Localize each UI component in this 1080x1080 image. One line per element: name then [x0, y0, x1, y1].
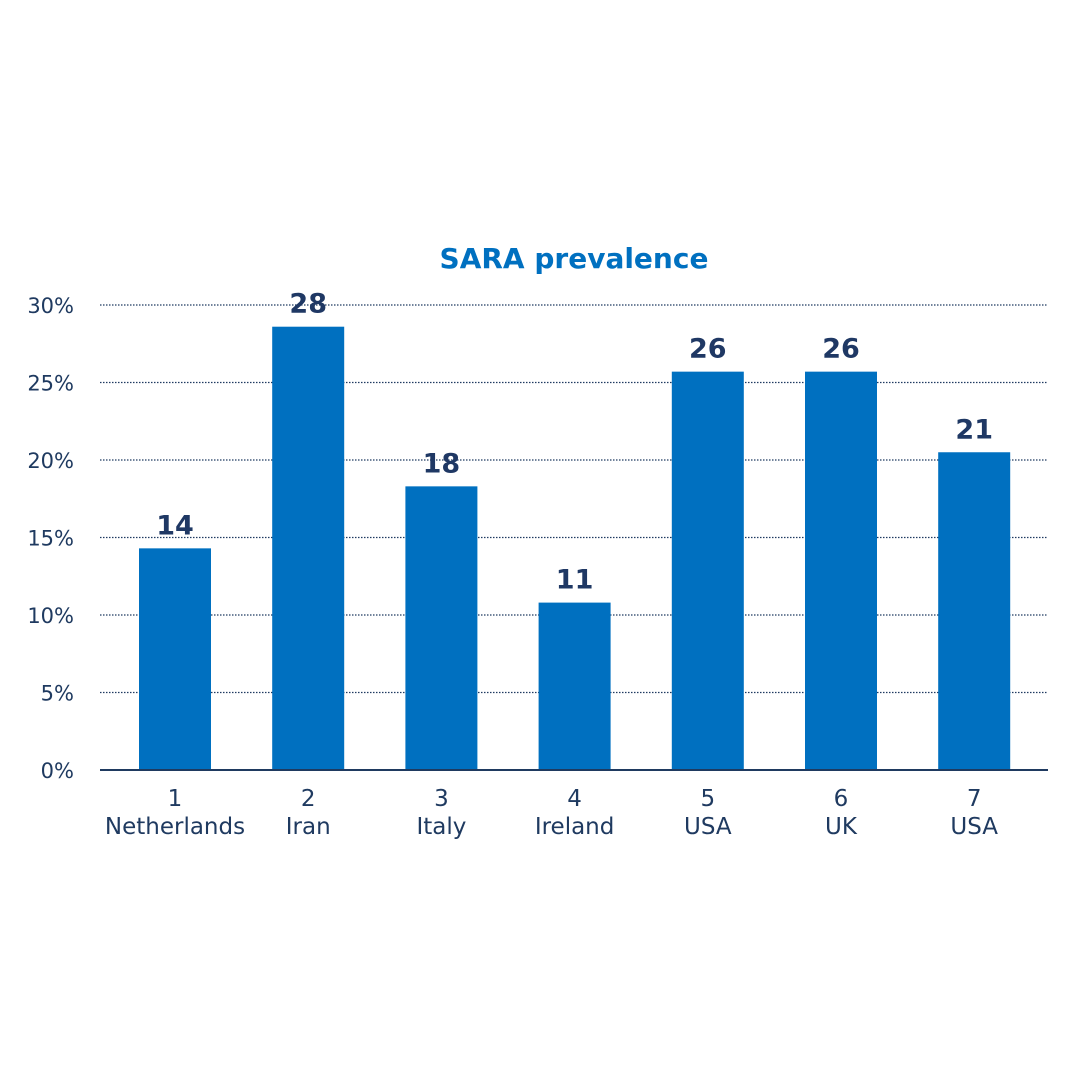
x-tick-number: 2: [301, 786, 316, 812]
data-label: 26: [822, 334, 860, 365]
x-tick-number: 3: [434, 786, 449, 812]
data-labels: 14 28 18 11 26 26 21: [156, 289, 993, 596]
bar: [405, 486, 478, 770]
bar: [139, 548, 211, 770]
y-tick-label: 15%: [27, 527, 74, 551]
x-tick-number: 6: [834, 786, 849, 812]
x-tick-name: Netherlands: [105, 814, 245, 840]
data-label: 18: [423, 448, 461, 479]
bars: [139, 326, 1011, 770]
y-tick-label: 30%: [27, 294, 74, 318]
x-tick-number: 4: [567, 786, 582, 812]
x-tick-number: 1: [168, 786, 183, 812]
x-tick-number: 5: [700, 786, 715, 812]
y-tick-label: 10%: [27, 604, 74, 628]
x-tick-number: 7: [967, 786, 982, 812]
bar: [671, 371, 744, 770]
y-tick-label: 5%: [41, 682, 74, 706]
x-axis-ticks: 1Netherlands2Iran3Italy4Ireland5USA6UK7U…: [105, 786, 998, 840]
y-tick-label: 0%: [41, 759, 74, 783]
bar: [538, 602, 611, 770]
data-label: 11: [556, 565, 594, 596]
bar: [938, 452, 1011, 770]
bar: [805, 371, 877, 770]
y-tick-label: 25%: [27, 372, 74, 396]
y-axis-ticks: 0% 5% 10% 15% 20% 25% 30%: [27, 294, 74, 783]
x-tick-name: USA: [684, 814, 732, 840]
data-label: 14: [156, 510, 194, 541]
bar: [272, 326, 345, 770]
y-tick-label: 20%: [27, 449, 74, 473]
data-label: 21: [955, 414, 993, 445]
x-tick-name: UK: [825, 814, 858, 840]
x-tick-name: Ireland: [535, 814, 615, 840]
chart-title: SARA prevalence: [440, 242, 709, 275]
x-tick-name: Italy: [416, 814, 466, 840]
data-label: 26: [689, 334, 727, 365]
data-label: 28: [289, 289, 327, 320]
x-tick-name: Iran: [286, 814, 331, 840]
x-tick-name: USA: [950, 814, 998, 840]
